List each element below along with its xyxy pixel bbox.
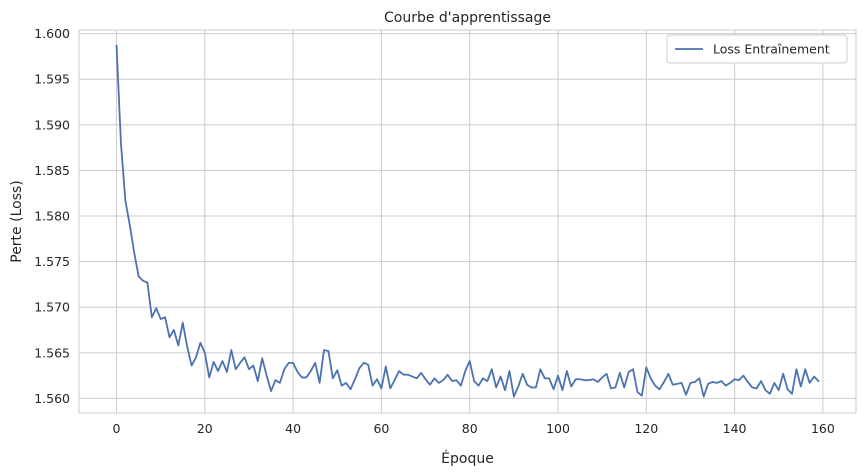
chart-title: Courbe d'apprentissage bbox=[384, 10, 551, 26]
legend: Loss Entraînement bbox=[666, 34, 848, 64]
x-axis-label: Époque bbox=[441, 450, 494, 467]
x-tick-label: 120 bbox=[634, 421, 658, 436]
y-tick-label: 1.590 bbox=[34, 117, 70, 132]
x-tick-label: 40 bbox=[285, 421, 301, 436]
y-axis-label: Perte (Loss) bbox=[9, 180, 25, 263]
y-tick-label: 1.560 bbox=[34, 391, 70, 406]
x-tick-label: 160 bbox=[811, 421, 835, 436]
x-tick-label: 60 bbox=[373, 421, 389, 436]
y-tick-label: 1.575 bbox=[34, 254, 70, 269]
legend-label-loss: Loss Entraînement bbox=[713, 42, 830, 57]
x-tick-label: 100 bbox=[546, 421, 570, 436]
y-tick-label: 1.580 bbox=[34, 209, 70, 224]
x-tick-label: 140 bbox=[723, 421, 747, 436]
grid bbox=[79, 30, 856, 413]
y-tick-label: 1.595 bbox=[34, 72, 70, 87]
x-tick-label: 20 bbox=[197, 421, 213, 436]
y-tick-label: 1.600 bbox=[34, 26, 70, 41]
series-line-0 bbox=[115, 44, 820, 398]
y-tick-label: 1.585 bbox=[34, 163, 70, 178]
series-layer bbox=[115, 44, 820, 398]
x-tick-label: 0 bbox=[113, 421, 121, 436]
legend-box bbox=[666, 34, 848, 64]
plot-area bbox=[78, 29, 857, 414]
x-tick-label: 80 bbox=[462, 421, 478, 436]
y-tick-label: 1.570 bbox=[34, 300, 70, 315]
y-tick-label: 1.565 bbox=[34, 345, 70, 360]
axis-ticks: 0 20 40 60 80 100 120 140 160 1.560 1.565 1.570 1.57… bbox=[34, 26, 835, 436]
